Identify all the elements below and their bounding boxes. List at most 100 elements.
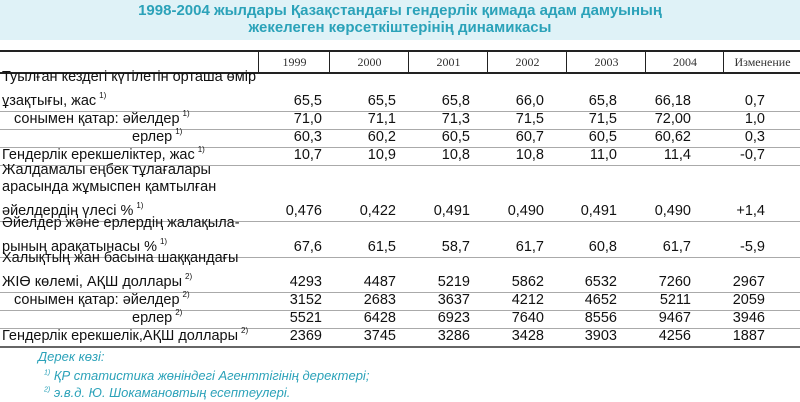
- footnote-1: 1) ҚР статистика жөніндегі Агенттігінің …: [44, 368, 369, 383]
- footnote-ref: 1): [99, 90, 107, 100]
- cell-value: 8556: [584, 310, 617, 326]
- cell-value: +1,4: [736, 203, 765, 219]
- cell-value: 60,5: [588, 129, 617, 145]
- cell-value: 6428: [363, 310, 396, 326]
- table-row: Әйелдер және ерлердің жалақыла-рының ара…: [0, 215, 800, 258]
- cell-value: 2683: [363, 292, 396, 308]
- footnote-ref: 2): [175, 307, 183, 317]
- row-label: Туылған кездегі күтілетін орташа өмір ұз…: [2, 69, 258, 110]
- cell-value: 10,8: [441, 147, 470, 163]
- cell-value: 3428: [511, 328, 544, 344]
- footnote-ref: 2): [185, 271, 193, 281]
- cell-value: 61,7: [662, 239, 691, 255]
- cell-value: 7640: [511, 310, 544, 326]
- cell-value: 5211: [659, 292, 691, 308]
- cell-value: 10,8: [515, 147, 544, 163]
- title-line-1: 1998-2004 жылдары Қазақстандағы гендерлі…: [138, 2, 662, 19]
- column-header: 2000: [329, 52, 409, 72]
- table-row: Гендерлік ерекшелік,АҚШ доллары 2) 2369 374…: [0, 326, 800, 348]
- cell-value: 60,62: [654, 129, 691, 145]
- column-header: 2003: [566, 52, 646, 72]
- cell-value: 11,4: [663, 147, 691, 163]
- cell-value: 0,490: [654, 203, 691, 219]
- row-label-text: Гендерлік ерекшелік,АҚШ доллары: [2, 327, 239, 344]
- row-label-text: Әйелдер және ерлердің жалақыла-рының ара…: [2, 215, 240, 255]
- column-header: 1999: [258, 52, 330, 72]
- cell-value: 0,476: [285, 203, 322, 219]
- cell-value: 3637: [437, 292, 470, 308]
- cell-value: 61,7: [515, 239, 544, 255]
- footnote-ref: 1): [197, 144, 205, 154]
- title-line-2: жекелеген көрсеткіштерінің динамикасы: [248, 19, 552, 36]
- cell-value: 71,3: [441, 111, 470, 127]
- cell-value: 11,0: [589, 147, 617, 163]
- cell-value: 2369: [289, 328, 322, 344]
- cell-value: 5219: [437, 274, 470, 290]
- cell-value: -0,7: [740, 147, 765, 163]
- cell-value: 66,0: [515, 93, 544, 109]
- row-label: сонымен қатар: әйелдер 1): [2, 105, 258, 129]
- cell-value: 71,5: [588, 111, 617, 127]
- cell-value: 0,7: [744, 93, 765, 109]
- row-label-text: Гендерлік ерекшеліктер, жас: [2, 146, 195, 163]
- column-header: 2004: [645, 52, 724, 72]
- row-label: Гендерлік ерекшелік,АҚШ доллары 2): [2, 322, 258, 346]
- cell-value: 0,491: [580, 203, 617, 219]
- cell-value: 4652: [584, 292, 617, 308]
- cell-value: 5862: [511, 274, 544, 290]
- cell-value: 2967: [732, 274, 765, 290]
- table-row: Гендерлік ерекшеліктер, жас 1) 10,7 10,9 10,…: [0, 145, 800, 166]
- cell-value: 58,7: [441, 239, 470, 255]
- cell-value: 6923: [437, 310, 470, 326]
- table-row: ерлер 1) 60,3 60,2 60,5 60,7 60,5 60,62 0,3: [0, 127, 800, 148]
- footnote-ref: 2): [182, 289, 190, 299]
- table-row: Туылған кездегі күтілетін орташа өмір ұз…: [0, 69, 800, 112]
- column-header: 2002: [487, 52, 567, 72]
- cell-value: 2059: [732, 292, 765, 308]
- row-label-text: Халықтың жан басына шаққандағы ЖІӨ көлем…: [2, 250, 239, 290]
- cell-value: 1887: [732, 328, 765, 344]
- cell-value: 72,00: [654, 111, 691, 127]
- column-header: Изменение: [723, 52, 800, 72]
- cell-value: 60,8: [588, 239, 617, 255]
- row-label-text: сонымен қатар: әйелдер: [14, 110, 180, 127]
- cell-value: 65,8: [441, 93, 470, 109]
- table-row: сонымен қатар: әйелдер 2) 3152 2683 3637 4212…: [0, 290, 800, 311]
- cell-value: 5521: [289, 310, 322, 326]
- row-label: Халықтың жан басына шаққандағы ЖІӨ көлем…: [2, 250, 258, 291]
- row-label: сонымен қатар: әйелдер 2): [2, 286, 258, 310]
- title-band: 1998-2004 жылдары Қазақстандағы гендерлі…: [0, 0, 800, 40]
- cell-value: 4293: [289, 274, 322, 290]
- table-header: 1999 2000 2001 2002 2003 2004 Изменение: [0, 50, 800, 74]
- cell-value: 65,5: [367, 93, 396, 109]
- table-row: Жалдамалы еңбек тұлағалары арасында жұмы…: [0, 162, 800, 222]
- footnote-2: 2) э.в.д. Ю. Шокамановтың есептеулері.: [44, 385, 290, 400]
- cell-value: 67,6: [293, 239, 322, 255]
- cell-value: 71,1: [367, 111, 396, 127]
- cell-value: 3152: [289, 292, 322, 308]
- cell-value: 9467: [658, 310, 691, 326]
- table-row: сонымен қатар: әйелдер 1) 71,0 71,1 71,3 71,5…: [0, 109, 800, 130]
- cell-value: 3903: [584, 328, 617, 344]
- cell-value: 3946: [732, 310, 765, 326]
- row-label: ерлер 2): [2, 304, 258, 328]
- footnote-ref: 1): [136, 200, 144, 210]
- cell-value: 60,5: [441, 129, 470, 145]
- row-label-text: Жалдамалы еңбек тұлағалары арасында жұмы…: [2, 161, 217, 219]
- footnote-ref: 1): [159, 236, 168, 246]
- row-label: ерлер 1): [2, 123, 258, 147]
- cell-value: 0,422: [359, 203, 396, 219]
- cell-value: 60,7: [515, 129, 544, 145]
- cell-value: 10,9: [367, 147, 396, 163]
- cell-value: 4212: [511, 292, 544, 308]
- footnote-text: э.в.д. Ю. Шокамановтың есептеулері.: [53, 385, 291, 400]
- column-header: 2001: [408, 52, 488, 72]
- cell-value: 71,5: [515, 111, 544, 127]
- cell-value: 1,0: [744, 111, 765, 127]
- cell-value: 65,8: [588, 93, 617, 109]
- row-label: Жалдамалы еңбек тұлағалары арасында жұмы…: [2, 162, 258, 221]
- footnote-mark: 1): [44, 369, 51, 377]
- footnote-mark: 2): [44, 386, 51, 394]
- cell-value: 3286: [437, 328, 470, 344]
- row-label: Гендерлік ерекшеліктер, жас 1): [2, 141, 258, 165]
